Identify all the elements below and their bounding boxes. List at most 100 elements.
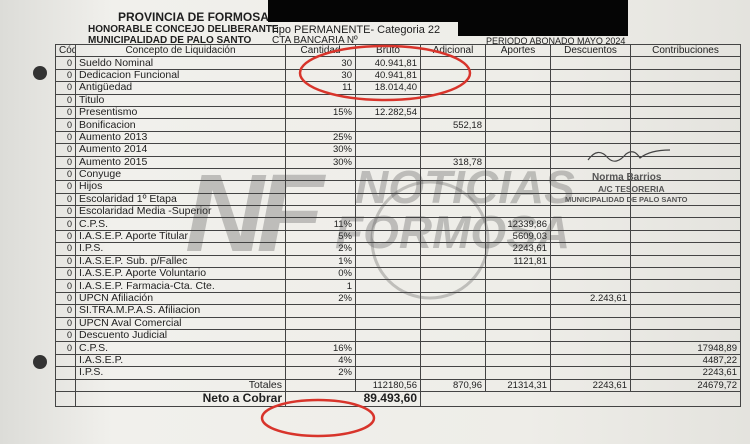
cell-adicional [420, 328, 486, 343]
cell-adicional [420, 279, 486, 293]
line-item: 0 UPCN Afiliación 2% 2.243,61 [55, 291, 741, 306]
line-item: 0 I.A.S.E.P. Sub. p/Fallec 1% 1121,81 [55, 254, 741, 269]
cell-qty [285, 118, 356, 132]
watermark-text: NOTICIAS [355, 161, 575, 213]
cell-code: 0 [55, 242, 76, 256]
cell-contribuciones [630, 68, 741, 83]
cell-code: 0 [55, 229, 76, 244]
cell-code: 0 [55, 316, 76, 331]
cell-aportes [485, 68, 551, 83]
net-spacer [420, 390, 741, 407]
column-header: Adicional [420, 43, 486, 58]
total-qty [285, 378, 356, 392]
cell-aportes [485, 56, 551, 70]
line-item: 0 I.A.S.E.P. Farmacia-Cta. Cte. 1 [55, 279, 741, 293]
cell-aportes [485, 118, 551, 132]
cell-concept: Presentismo [75, 105, 286, 120]
cell-descuentos [550, 93, 631, 107]
cell-aportes [485, 93, 551, 107]
cell-concept: Descuento Judicial [75, 328, 286, 343]
cell-concept: Dedicacion Funcional [75, 68, 286, 83]
cell-aportes [485, 341, 551, 355]
cell-concept: Antigüedad [75, 81, 286, 95]
punch-hole [33, 355, 47, 369]
cell-code: 0 [55, 205, 76, 219]
cell-adicional [420, 316, 486, 331]
column-header: Código [55, 43, 76, 58]
cell-qty: 2% [285, 366, 356, 380]
cell-qty: 16% [285, 341, 356, 355]
cell-contribuciones [630, 205, 741, 219]
cell-contribuciones [630, 155, 741, 169]
cell-contribuciones [630, 279, 741, 293]
cell-adicional [420, 68, 486, 83]
line-item: 0 Aumento 2013 25% [55, 130, 741, 145]
cell-concept: I.A.S.E.P. Aporte Titular [75, 229, 286, 244]
cell-qty: 2% [285, 291, 356, 306]
bank-account: CTA BANCARIA Nº [272, 35, 358, 46]
total-descuentos: 2243,61 [550, 378, 631, 392]
column-header: Bruto [355, 43, 421, 58]
line-item: 0 Escolaridad 1º Etapa [55, 192, 741, 207]
cell-contribuciones [630, 242, 741, 256]
cell-code: 0 [55, 105, 76, 120]
cell-contribuciones [630, 291, 741, 306]
cell-contribuciones [630, 118, 741, 132]
cell-code: 0 [55, 341, 76, 355]
cell-code: 0 [55, 167, 76, 182]
net-row: Neto a Cobrar 89.493,60 [55, 390, 741, 407]
cell-contribuciones: 17948,89 [630, 341, 741, 355]
line-item: 0 Bonificacion 552,18 [55, 118, 741, 132]
cell-aportes [485, 328, 551, 343]
line-item: 0 I.P.S. 2% 2243,61 [55, 242, 741, 256]
cell-code: 0 [55, 254, 76, 269]
cell-bruto [355, 316, 421, 331]
line-item: 0 C.P.S. 16% 17948,89 [55, 341, 741, 355]
line-item: 0 Presentismo 15% 12.282,54 [55, 105, 741, 120]
column-header: Concepto de Liquidación [75, 43, 286, 58]
cell-bruto [355, 366, 421, 380]
cell-qty [285, 304, 356, 318]
cell-concept: UPCN Aval Comercial [75, 316, 286, 331]
cell-bruto [355, 291, 421, 306]
cell-code: 0 [55, 192, 76, 207]
total-code [55, 378, 76, 392]
line-item: 0 Descuento Judicial [55, 328, 741, 343]
line-item: 0 Hijos [55, 180, 741, 194]
cell-bruto: 40.941,81 [355, 56, 421, 70]
cell-aportes [485, 291, 551, 306]
net-label: Neto a Cobrar [75, 390, 286, 407]
cell-bruto [355, 267, 421, 281]
cell-descuentos: 2.243,61 [550, 291, 631, 306]
cell-descuentos [550, 328, 631, 343]
cell-contribuciones [630, 267, 741, 281]
cell-concept: I.P.S. [75, 366, 286, 380]
cell-descuentos [550, 353, 631, 368]
cell-concept: I.P.S. [75, 242, 286, 256]
cell-bruto [355, 130, 421, 145]
header-row: CódigoConcepto de LiquidaciónCantidadBru… [55, 43, 741, 58]
column-header: Descuentos [550, 43, 631, 58]
cell-adicional [420, 341, 486, 355]
line-item: 0 Conyuge [55, 167, 741, 182]
line-item: 0 I.A.S.E.P. Aporte Voluntario 0% [55, 267, 741, 281]
cell-descuentos [550, 118, 631, 132]
payslip-table: CódigoConcepto de LiquidaciónCantidadBru… [55, 43, 741, 407]
council: HONORABLE CONCEJO DELIBERANTE [88, 24, 279, 35]
cell-adicional [420, 81, 486, 95]
cell-contribuciones [630, 143, 741, 157]
cell-code: 0 [55, 93, 76, 107]
cell-contribuciones [630, 93, 741, 107]
cell-descuentos [550, 143, 631, 157]
cell-bruto: 12.282,54 [355, 105, 421, 120]
total-bruto: 112180,56 [355, 378, 421, 392]
municipality: MUNICIPALIDAD DE PALO SANTO [88, 35, 252, 46]
cell-qty: 4% [285, 353, 356, 368]
cell-aportes [485, 316, 551, 331]
redaction [458, 18, 628, 36]
cell-concept: Sueldo Nominal [75, 56, 286, 70]
period: PERIODO ABONADO MAYO 2024 [486, 36, 626, 46]
province: PROVINCIA DE FORMOSA [118, 10, 269, 24]
cell-concept: SI.TRA.M.P.A.S. Afiliacion [75, 304, 286, 318]
